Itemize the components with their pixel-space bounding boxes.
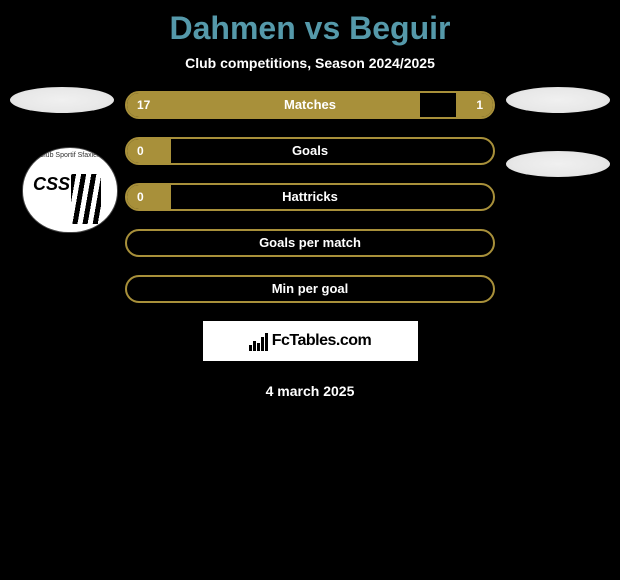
club-name: CSS	[33, 174, 70, 195]
club-placeholder-icon	[506, 151, 610, 177]
stat-label: Min per goal	[127, 277, 493, 301]
content-area: Club Sportif Sfaxien CSS 17 Matches 1 0 …	[0, 91, 620, 399]
avatar-placeholder-icon	[506, 87, 610, 113]
avatar-placeholder-icon	[10, 87, 114, 113]
stat-row-min-per-goal: Min per goal	[125, 275, 495, 303]
club-shield-icon: Club Sportif Sfaxien CSS	[22, 147, 118, 233]
page-subtitle: Club competitions, Season 2024/2025	[0, 55, 620, 91]
club-stripes-icon	[71, 174, 101, 224]
stats-table: 17 Matches 1 0 Goals 0 Hattricks Goals p…	[125, 91, 495, 303]
stat-label: Matches	[127, 93, 493, 117]
player-avatar-right	[506, 87, 610, 113]
stat-row-matches: 17 Matches 1	[125, 91, 495, 119]
site-logo[interactable]: FcTables.com	[203, 321, 418, 361]
club-script: Club Sportif Sfaxien	[23, 152, 117, 159]
date-label: 4 march 2025	[0, 383, 620, 399]
stat-label: Goals per match	[127, 231, 493, 255]
stat-row-goals-per-match: Goals per match	[125, 229, 495, 257]
club-badge-right	[506, 151, 610, 177]
stat-row-goals: 0 Goals	[125, 137, 495, 165]
stat-label: Goals	[127, 139, 493, 163]
page-title: Dahmen vs Beguir	[0, 0, 620, 55]
player-avatar-left	[10, 87, 114, 113]
club-badge-left: Club Sportif Sfaxien CSS	[22, 147, 118, 233]
logo-text: FcTables.com	[272, 332, 372, 350]
logo-chart-icon	[249, 331, 268, 351]
stat-label: Hattricks	[127, 185, 493, 209]
stat-row-hattricks: 0 Hattricks	[125, 183, 495, 211]
stat-value-right: 1	[476, 93, 483, 117]
